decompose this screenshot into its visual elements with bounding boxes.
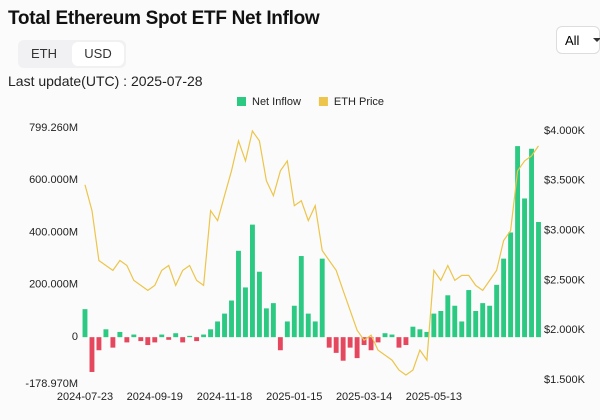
inflow-bar [361, 337, 367, 346]
inflow-bar [403, 337, 409, 346]
x-tick-label: 2025-03-14 [336, 391, 392, 403]
inflow-bar [270, 303, 276, 338]
inflow-bar [536, 222, 541, 338]
inflow-bar [459, 321, 465, 338]
inflow-bar [229, 300, 234, 338]
y-tick-label: 200.000M [29, 279, 78, 291]
inflow-bar [480, 303, 486, 338]
legend-swatch [318, 97, 328, 106]
inflow-bar [494, 284, 500, 338]
y-tick-label: 0 [72, 331, 78, 343]
inflow-bar [124, 337, 130, 343]
inflow-bar [180, 337, 186, 343]
inflow-bar [201, 334, 207, 338]
inflow-bar [466, 290, 472, 338]
inflow-bar [389, 334, 395, 338]
inflow-bar [347, 337, 353, 348]
inflow-bar [222, 313, 227, 338]
inflow-bar [368, 337, 374, 351]
y2-tick-label: $3.000K [544, 225, 586, 237]
legend-label: Net Inflow [252, 96, 301, 108]
page-title: Total Ethereum Spot ETF Net Inflow [8, 8, 320, 29]
inflow-bar [333, 337, 339, 353]
x-tick-label: 2024-11-18 [197, 391, 252, 403]
x-tick-label: 2024-09-19 [127, 391, 183, 403]
inflow-bar [89, 337, 95, 372]
inflow-bar [445, 295, 451, 338]
inflow-bar [159, 334, 165, 338]
inflow-bar [291, 305, 297, 338]
inflow-bar [326, 337, 332, 348]
inflow-bar [236, 250, 241, 338]
inflow-bar [529, 148, 534, 338]
toggle-option[interactable]: ETH [31, 46, 57, 61]
inflow-bar [417, 329, 423, 338]
inflow-bar [340, 337, 346, 361]
y2-tick-label: $2.500K [544, 274, 586, 286]
last-update: Last update(UTC) : 2025-07-28 [8, 73, 203, 89]
inflow-bar [256, 271, 262, 338]
legend-label: ETH Price [334, 96, 384, 108]
inflow-bar [452, 305, 458, 338]
inflow-bar [215, 321, 220, 338]
inflow-bar [431, 313, 437, 338]
y-tick-label: 600.000M [29, 174, 78, 186]
inflow-bar [396, 337, 402, 348]
inflow-bar [438, 310, 444, 338]
y2-tick-label: $3.500K [544, 175, 586, 187]
inflow-bar [522, 198, 527, 338]
y2-tick-label: $4.000K [544, 125, 586, 137]
inflow-bar [375, 337, 381, 343]
inflow-bar [473, 310, 479, 338]
inflow-bar [501, 258, 507, 338]
unit-toggle: ETH USD [18, 40, 126, 68]
legend-swatch [237, 97, 246, 106]
x-tick-label: 2025-01-15 [266, 391, 322, 403]
inflow-bar [194, 337, 200, 342]
inflow-bar [152, 337, 158, 343]
inflow-bar [305, 313, 311, 338]
inflow-bar [250, 224, 255, 338]
y2-tick-label: $2.000K [544, 324, 586, 336]
inflow-bar [354, 337, 360, 359]
inflow-bar [508, 232, 514, 338]
inflow-bar [515, 146, 521, 338]
inflow-bar [82, 309, 88, 338]
y-tick-label: 400.000M [29, 226, 78, 238]
inflow-bar [382, 333, 388, 338]
inflow-bar [263, 308, 269, 338]
inflow-bar [277, 337, 283, 351]
x-tick-label: 2024-07-23 [57, 391, 113, 403]
y-tick-label: -178.970M [25, 378, 78, 390]
toggle-option[interactable]: USD [72, 42, 124, 66]
inflow-bar [424, 331, 430, 338]
inflow-bar [138, 337, 144, 342]
inflow-bar [131, 334, 137, 338]
inflow-bar [173, 333, 179, 338]
inflow-bar [110, 337, 116, 348]
inflow-bar [298, 256, 304, 338]
inflow-bar [96, 337, 102, 351]
inflow-bar [103, 329, 109, 338]
inflow-bar [145, 337, 151, 346]
inflow-bar [187, 335, 193, 338]
inflow-bar [410, 326, 416, 338]
inflow-bar [243, 287, 248, 338]
range-dropdown[interactable]: All [556, 26, 600, 54]
inflow-bar [487, 305, 493, 338]
y-tick-label: 799.260M [29, 122, 78, 134]
inflow-bar [166, 337, 172, 340]
x-tick-label: 2025-05-13 [406, 391, 462, 403]
inflow-bar [117, 331, 123, 338]
inflow-bar [319, 258, 325, 338]
inflow-bar [312, 321, 318, 338]
inflow-bar [284, 321, 290, 338]
inflow-bar [208, 329, 214, 338]
y2-tick-label: $1.500K [544, 374, 586, 386]
price-line [84, 129, 539, 376]
